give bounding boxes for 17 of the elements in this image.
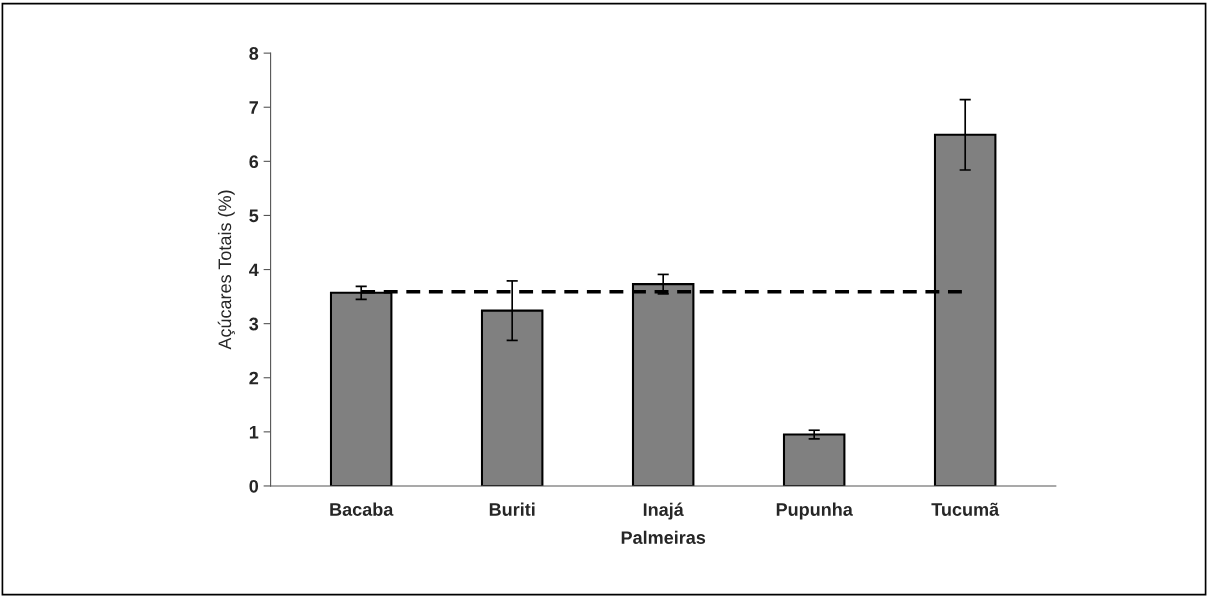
y-axis-title: Açúcares Totais (%) (217, 190, 235, 350)
x-tick-label: Tucumã (931, 502, 1000, 516)
y-tick-label: 3 (249, 317, 259, 331)
y-tick-label: 6 (249, 155, 259, 169)
x-axis-title: Palmeiras (621, 530, 706, 544)
y-tick-label: 8 (249, 47, 259, 60)
y-tick-label: 0 (249, 479, 259, 493)
x-tick-label: Bacaba (330, 502, 394, 516)
y-tick-label: 4 (249, 263, 259, 277)
y-tick-label: 7 (249, 101, 258, 114)
bar (782, 433, 846, 486)
y-tick-label: 1 (249, 425, 259, 439)
x-tick-label: Pupunha (776, 502, 853, 520)
y-tick-label: 2 (249, 371, 259, 385)
x-tick-label: Buriti (489, 502, 535, 516)
y-tick-label: 5 (249, 209, 259, 223)
x-tick-label: Inajá (643, 502, 684, 520)
